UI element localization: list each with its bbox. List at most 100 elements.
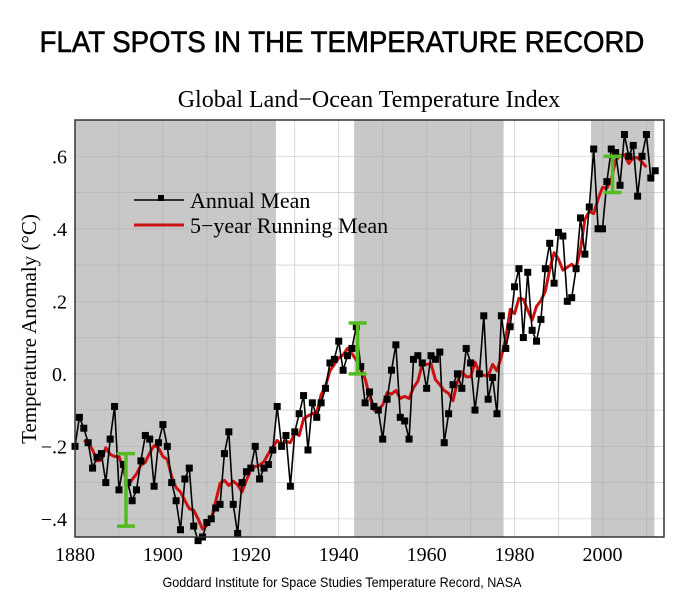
- annual-point: [286, 482, 294, 490]
- annual-point: [190, 522, 198, 530]
- annual-point: [330, 355, 338, 363]
- y-tick-labels: −.4 −.2 0. .2 .4 .6: [41, 146, 67, 531]
- annual-point: [155, 439, 163, 447]
- annual-point: [414, 352, 422, 360]
- annual-point: [366, 388, 373, 396]
- annual-point: [194, 537, 202, 545]
- annual-point: [537, 315, 545, 323]
- x-tick-labels: 1880 1900 1920 1940 1960 1980 2000: [55, 544, 622, 566]
- annual-point: [150, 482, 158, 490]
- running-mean-line: [83, 153, 648, 531]
- footer-source: Goddard Institute for Space Studies Temp…: [162, 574, 522, 590]
- annual-point: [225, 428, 233, 436]
- x-tick-label: 1940: [319, 544, 359, 566]
- x-tick-label: 1880: [55, 544, 95, 566]
- annual-point: [568, 294, 576, 302]
- annual-point: [229, 500, 237, 508]
- annual-point: [282, 431, 290, 439]
- annual-point: [251, 442, 259, 450]
- annual-point: [401, 417, 409, 425]
- annual-point: [137, 457, 145, 465]
- x-tick-label: 2000: [582, 544, 622, 566]
- annual-point: [612, 149, 620, 157]
- annual-point: [93, 453, 101, 461]
- annual-point: [585, 203, 593, 211]
- annual-point: [308, 399, 316, 407]
- annual-point: [89, 464, 97, 472]
- annual-point: [484, 395, 492, 403]
- annual-point: [212, 504, 220, 512]
- annual-point: [326, 359, 334, 367]
- flat-spot-markers: [116, 154, 622, 528]
- annual-point: [467, 359, 475, 367]
- annual-point: [242, 468, 250, 476]
- annual-point: [405, 435, 413, 443]
- annual-point: [563, 297, 571, 305]
- annual-point: [515, 265, 523, 273]
- annual-point: [260, 464, 268, 472]
- annual-point: [436, 348, 444, 356]
- annual-point: [590, 145, 598, 153]
- annual-point: [581, 250, 589, 258]
- legend-running-label: 5−year Running Mean: [190, 213, 388, 238]
- annual-point: [141, 431, 149, 439]
- annual-point: [357, 363, 365, 371]
- annual-point: [291, 428, 299, 436]
- annual-point: [409, 355, 417, 363]
- annual-point: [497, 312, 505, 320]
- annual-point: [480, 312, 488, 320]
- annual-point: [383, 395, 391, 403]
- annual-point: [379, 435, 387, 443]
- x-tick-label: 1960: [407, 544, 447, 566]
- annual-point: [102, 479, 110, 487]
- annual-point: [181, 475, 189, 483]
- annual-point: [392, 341, 400, 349]
- annual-point: [607, 145, 615, 153]
- y-tick-label: .6: [52, 146, 67, 168]
- legend-annual-label: Annual Mean: [190, 188, 310, 213]
- annual-point: [506, 323, 514, 331]
- annual-point: [317, 399, 325, 407]
- annual-point: [616, 181, 624, 189]
- chart-title: Global Land−Ocean Temperature Index: [178, 87, 561, 113]
- annual-point: [502, 344, 510, 352]
- y-tick-label: −.2: [41, 436, 67, 458]
- annual-point: [387, 366, 395, 374]
- annual-point: [339, 366, 347, 374]
- annual-point: [642, 131, 650, 139]
- annual-point: [519, 334, 527, 342]
- annual-point: [638, 152, 646, 160]
- annual-point: [234, 529, 242, 537]
- flat-spot-marker: [348, 321, 367, 376]
- annual-point: [559, 232, 567, 240]
- annual-point: [313, 413, 321, 421]
- annual-point: [493, 410, 501, 418]
- annual-point: [625, 152, 633, 160]
- annual-point: [124, 479, 132, 487]
- flat-spot-marker: [116, 451, 135, 528]
- annual-point: [445, 410, 453, 418]
- annual-point: [533, 337, 541, 345]
- annual-point: [524, 268, 532, 276]
- annual-point: [97, 450, 105, 458]
- y-tick-label: 0.: [52, 364, 67, 386]
- y-tick-label: −.4: [41, 509, 67, 531]
- annual-point: [273, 402, 281, 410]
- annual-point: [651, 167, 659, 175]
- shaded-periods: [75, 120, 655, 537]
- annual-point: [647, 174, 655, 182]
- annual-point: [84, 439, 92, 447]
- shaded-period: [75, 120, 276, 537]
- annual-point: [176, 526, 184, 534]
- annual-point: [133, 486, 141, 494]
- annual-point: [119, 460, 127, 468]
- annual-point: [620, 131, 628, 139]
- annual-point: [427, 352, 435, 360]
- annual-point: [185, 464, 193, 472]
- annual-point: [203, 518, 211, 526]
- y-tick-label: .4: [52, 219, 67, 241]
- annual-point: [471, 406, 479, 414]
- annual-point: [80, 424, 88, 432]
- annual-point: [449, 381, 457, 389]
